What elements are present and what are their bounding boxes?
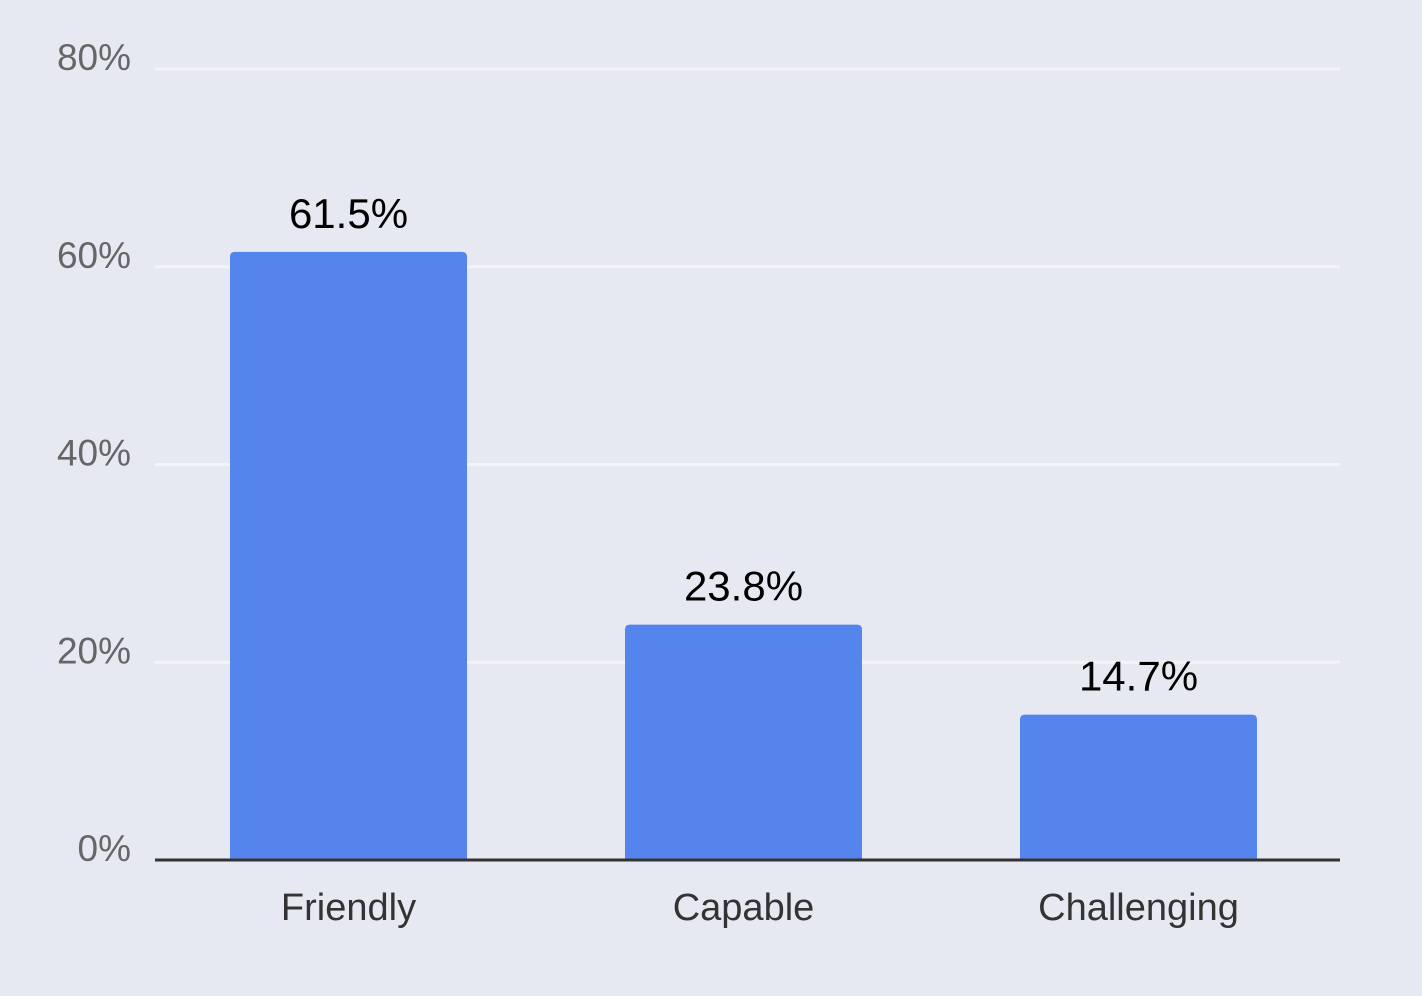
data-label: 14.7% [1079,653,1198,700]
bar-capable [625,624,862,860]
x-category-label: Friendly [281,887,416,929]
bar-challenging [1020,714,1257,860]
data-label: 23.8% [684,563,803,610]
y-tick-label: 20% [57,630,131,671]
y-tick-label: 60% [57,235,131,276]
y-tick-label: 80% [57,37,131,78]
y-tick-label: 0% [78,828,131,869]
data-labels: 61.5% 23.8% 14.7% [289,190,1198,700]
x-category-label: Capable [673,887,815,929]
y-tick-label: 40% [57,433,131,474]
x-category-label: Challenging [1038,887,1239,929]
x-axis-categories: Friendly Capable Challenging [281,887,1239,929]
data-label: 61.5% [289,190,408,237]
y-axis-ticks: 0% 20% 40% 60% 80% [57,37,131,869]
bar-friendly [230,251,467,860]
bars [230,251,1257,860]
